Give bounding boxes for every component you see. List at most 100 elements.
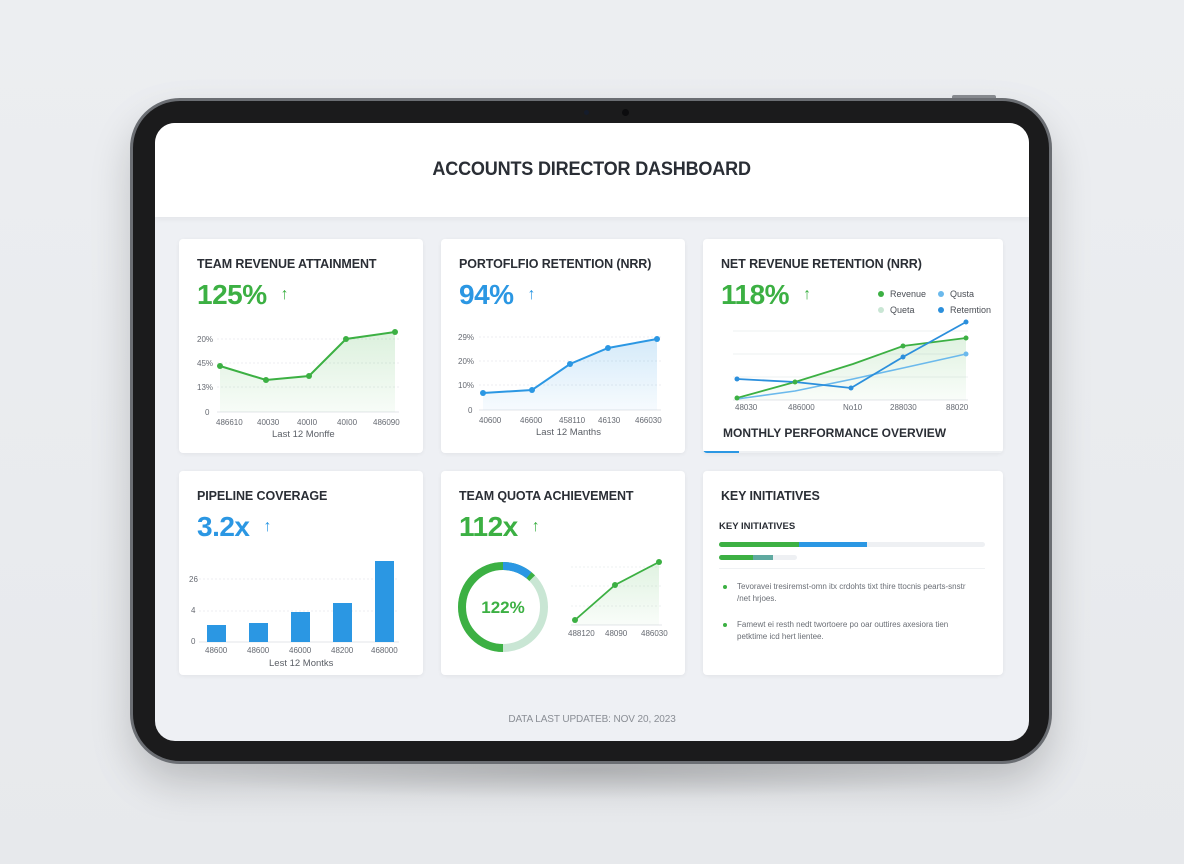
x-tick: 46130 xyxy=(598,416,621,425)
x-tick: 466030 xyxy=(635,416,662,425)
camera-icon xyxy=(622,109,629,116)
x-axis-title: Last 12 Monffe xyxy=(272,429,335,440)
x-tick: 48030 xyxy=(735,403,758,412)
x-tick: 400I0 xyxy=(297,418,318,427)
card-title: KEY INITIATIVES xyxy=(721,489,820,503)
y-tick: 10% xyxy=(458,381,474,390)
card-title: TEAM REVENUE ATTAINMENT xyxy=(197,257,377,271)
bar[interactable] xyxy=(333,603,352,642)
legend-dot-icon xyxy=(938,291,944,297)
y-tick: 0 xyxy=(205,408,210,417)
kpi: 118% ↑ xyxy=(721,279,811,311)
legend-dot-icon xyxy=(878,291,884,297)
active-tab-indicator xyxy=(703,451,739,453)
x-tick: 48600 xyxy=(247,646,270,655)
x-tick: 40600 xyxy=(479,416,502,425)
legend-label: Qusta xyxy=(950,289,975,299)
dashboard-screen: ACCOUNTS DIRECTOR DASHBOARD TEAM REVENUE… xyxy=(155,123,1029,741)
kpi-value: 94% xyxy=(459,279,514,310)
x-tick: 40I00 xyxy=(337,418,358,427)
y-tick: 0 xyxy=(191,637,196,646)
x-tick: 48200 xyxy=(331,646,354,655)
x-tick: No10 xyxy=(843,403,863,412)
y-tick: 13% xyxy=(197,383,213,392)
x-tick: 46000 xyxy=(289,646,312,655)
y-tick: 45% xyxy=(197,359,213,368)
nrr-multi-line-chart[interactable]: 48030 486000 No10 288030 88020 xyxy=(703,315,1003,415)
x-tick: 486610 xyxy=(216,418,243,427)
legend-item-qusta[interactable]: Qusta xyxy=(938,289,974,299)
kpi: 125% ↑ xyxy=(197,279,289,311)
bar[interactable] xyxy=(249,623,268,642)
bar[interactable] xyxy=(207,625,226,642)
x-tick: 486030 xyxy=(641,629,668,638)
x-tick: 488120 xyxy=(568,629,595,638)
kpi: 3.2x ↑ xyxy=(197,511,272,543)
dashboard-header: ACCOUNTS DIRECTOR DASHBOARD xyxy=(155,123,1029,217)
x-tick: 486000 xyxy=(788,403,815,412)
quota-trend-chart[interactable]: 488120 48090 486030 xyxy=(565,559,675,639)
bar[interactable] xyxy=(375,561,394,642)
y-tick: 0 xyxy=(468,406,473,415)
card-title: PIPELINE COVERAGE xyxy=(197,489,328,503)
y-tick: 29% xyxy=(458,333,474,342)
card-net-revenue-retention[interactable]: NET REVENUE RETENTION (NRR) 118% ↑ Reven… xyxy=(703,239,1003,453)
kpi-value: 118% xyxy=(721,279,790,310)
quota-donut-chart[interactable]: 122% xyxy=(455,559,551,655)
kpi-value: 112x xyxy=(459,511,518,542)
bullet-icon xyxy=(723,623,727,627)
initiative-progress-bar xyxy=(719,555,797,560)
y-tick: 20% xyxy=(458,357,474,366)
legend-label: Retemtion xyxy=(950,305,992,315)
x-tick: 88020 xyxy=(946,403,969,412)
tab-monthly-performance-overview[interactable]: MONTHLY PERFORMANCE OVERVIEW xyxy=(723,426,947,440)
card-portfolio-retention[interactable]: PORTOFLFIO RETENTION (NRR) 94% ↑ 29% 20% xyxy=(441,239,685,453)
legend-label: Revenue xyxy=(890,289,927,299)
initiative-list-item: Famewt ei resth nedt twortoere po oar ou… xyxy=(723,619,973,643)
y-tick: 26 xyxy=(189,575,198,584)
kpi-value: 125% xyxy=(197,279,267,310)
section-subtitle: KEY INITIATIVES xyxy=(719,521,796,532)
pipeline-bar-chart[interactable]: 26 4 0 48600 48600 46000 48200 468000 Le… xyxy=(179,551,423,673)
card-title: PORTOFLFIO RETENTION (NRR) xyxy=(459,257,652,271)
card-team-quota[interactable]: TEAM QUOTA ACHIEVEMENT 112x ↑ 122% xyxy=(441,471,685,675)
camera-sensor-icon xyxy=(584,110,589,115)
x-tick: 486090 xyxy=(373,418,400,427)
kpi: 94% ↑ xyxy=(459,279,536,311)
card-pipeline-coverage[interactable]: PIPELINE COVERAGE 3.2x ↑ 26 4 0 48600 48… xyxy=(179,471,423,675)
legend-dot-icon xyxy=(878,307,884,313)
x-tick: 46600 xyxy=(520,416,543,425)
retention-area-chart[interactable]: 29% 20% 10% 0 40600 46600 458110 46130 4… xyxy=(441,319,685,449)
x-axis-title: Lest 12 Montks xyxy=(269,658,334,669)
initiative-progress-bar xyxy=(719,542,985,547)
legend-item-retemtion[interactable]: Retemtion xyxy=(938,305,991,315)
legend-item-revenue[interactable]: Revenue xyxy=(878,289,926,299)
page-title: ACCOUNTS DIRECTOR DASHBOARD xyxy=(432,159,752,180)
kpi: 112x ↑ xyxy=(459,511,540,543)
revenue-line-chart[interactable]: 20% 45% 13% 0 486610 40030 400I0 40I00 4… xyxy=(179,319,423,449)
bullet-icon xyxy=(723,585,727,589)
initiative-list-item: Tevoravei tresiremst-omn itx crdohts tix… xyxy=(723,581,973,605)
kpi-value: 3.2x xyxy=(197,511,250,542)
card-title: TEAM QUOTA ACHIEVEMENT xyxy=(459,489,634,503)
bar[interactable] xyxy=(291,612,310,642)
arrow-up-icon: ↑ xyxy=(527,286,536,303)
tab-track xyxy=(703,451,1003,453)
x-tick: 48090 xyxy=(605,629,628,638)
arrow-up-icon: ↑ xyxy=(803,286,812,303)
divider xyxy=(719,568,985,569)
y-tick: 4 xyxy=(191,606,196,615)
x-tick: 48600 xyxy=(205,646,228,655)
card-team-revenue[interactable]: TEAM REVENUE ATTAINMENT 125% ↑ 20% 45% xyxy=(179,239,423,453)
legend-item-queta[interactable]: Queta xyxy=(878,305,915,315)
device-power-button xyxy=(952,95,996,100)
tablet-frame: ACCOUNTS DIRECTOR DASHBOARD TEAM REVENUE… xyxy=(130,98,1052,764)
y-tick: 20% xyxy=(197,335,213,344)
arrow-up-icon: ↑ xyxy=(280,286,289,303)
x-tick: 288030 xyxy=(890,403,917,412)
x-tick: 468000 xyxy=(371,646,398,655)
arrow-up-icon: ↑ xyxy=(531,518,540,535)
arrow-up-icon: ↑ xyxy=(263,518,272,535)
card-key-initiatives[interactable]: KEY INITIATIVES KEY INITIATIVES Tevorave… xyxy=(703,471,1003,675)
legend-label: Queta xyxy=(890,305,915,315)
